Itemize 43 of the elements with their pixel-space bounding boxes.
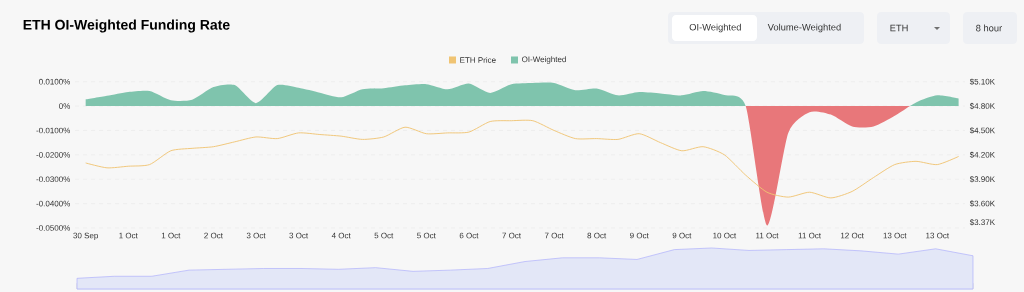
- x-tick-label: 9 Oct: [630, 232, 649, 239]
- y-tick-label: -0.0100%: [36, 127, 71, 134]
- x-tick-label: 7 Oct: [544, 232, 564, 239]
- x-tick-label: 4 Oct: [331, 232, 351, 239]
- y2-tick-label: $4.80K: [969, 102, 995, 110]
- legend-label: ETH Price: [460, 57, 496, 63]
- y2-tick-label: $5.10K: [969, 78, 995, 85]
- x-tick-label: 1 Oct: [119, 232, 138, 239]
- x-tick-label: 5 Oct: [374, 232, 394, 239]
- x-tick-label: 7 Oct: [502, 232, 521, 239]
- y2-tick-label: $3.60K: [969, 200, 995, 207]
- y2-tick-label: $3.90K: [969, 175, 995, 183]
- y2-tick-label: $4.20K: [969, 151, 995, 159]
- x-tick-label: 11 Oct: [756, 232, 779, 239]
- legend-label: OI-Weighted: [521, 56, 566, 64]
- text: Volume-Weighted: [767, 23, 841, 33]
- text: OI-Weighted: [689, 23, 741, 33]
- y2-tick-label: $4.50K: [969, 127, 995, 134]
- y-tick-label: -0.0200%: [36, 152, 71, 158]
- x-tick-label: 1 Oct: [161, 232, 181, 239]
- x-tick-label: 9 Oct: [672, 232, 692, 239]
- y-tick-label: -0.0400%: [36, 200, 71, 207]
- x-tick-label: 13 Oct: [883, 232, 907, 239]
- text: 8 hour: [976, 24, 1002, 32]
- x-tick-label: 6 Oct: [459, 232, 479, 239]
- x-tick-label: 13 Oct: [926, 232, 950, 239]
- y-tick-label: 0%: [59, 103, 71, 109]
- y-tick-label: -0.0500%: [36, 225, 71, 231]
- text: ETH: [890, 24, 908, 32]
- x-tick-label: 10 Oct: [713, 232, 737, 239]
- y2-tick-label: $3.37K: [969, 219, 995, 226]
- y-tick-label: -0.0300%: [36, 176, 71, 183]
- line-series: [85, 119, 960, 199]
- x-tick-label: 8 Oct: [587, 232, 607, 239]
- x-tick-label: 30 Sep: [73, 232, 98, 240]
- chart-title: ETH OI-Weighted Funding Rate: [23, 19, 230, 33]
- x-tick-label: 2 Oct: [204, 232, 223, 239]
- x-tick-label: 3 Oct: [289, 232, 309, 239]
- x-tick-label: 5 Oct: [417, 232, 436, 239]
- x-tick-label: 11 Oct: [798, 232, 821, 239]
- y-tick-label: 0.0100%: [39, 78, 71, 85]
- x-tick-label: 3 Oct: [246, 232, 266, 239]
- x-tick-label: 12 Oct: [840, 232, 864, 239]
